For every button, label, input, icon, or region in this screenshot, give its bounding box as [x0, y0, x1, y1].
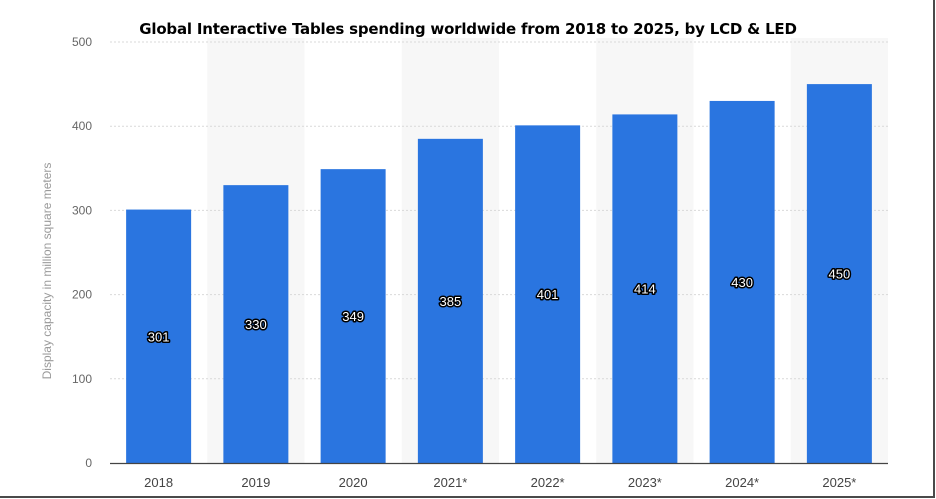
x-tick-label: 2024*: [725, 475, 759, 490]
data-label: 414: [634, 282, 656, 297]
x-tick-label: 2021*: [433, 475, 467, 490]
x-tick-label: 2020: [339, 475, 368, 490]
bar: [806, 84, 872, 463]
bar: [320, 169, 386, 463]
x-tick-label: 2022*: [531, 475, 565, 490]
data-label: 330: [245, 317, 267, 332]
data-label: 349: [342, 309, 364, 324]
y-tick-label: 400: [72, 119, 92, 133]
data-label: 430: [731, 275, 753, 290]
bar: [612, 114, 678, 464]
y-tick-label: 100: [72, 372, 92, 386]
x-tick-label: 2018: [144, 475, 173, 490]
y-tick-label: 300: [72, 203, 92, 217]
data-label: 401: [537, 287, 559, 302]
data-label: 450: [829, 267, 851, 282]
y-tick-label: 500: [72, 35, 92, 49]
chart-title: Global Interactive Tables spending world…: [139, 20, 797, 38]
x-tick-label: 2023*: [628, 475, 662, 490]
bar: [417, 138, 483, 463]
bar: [515, 125, 581, 463]
data-label: 385: [440, 294, 462, 309]
bar: [709, 100, 775, 463]
x-tick-label: 2019: [241, 475, 270, 490]
data-label: 301: [148, 329, 170, 344]
y-tick-label: 0: [85, 456, 92, 470]
bar: [126, 209, 192, 463]
y-tick-label: 200: [72, 288, 92, 302]
x-tick-label: 2025*: [822, 475, 856, 490]
bar: [223, 185, 289, 463]
